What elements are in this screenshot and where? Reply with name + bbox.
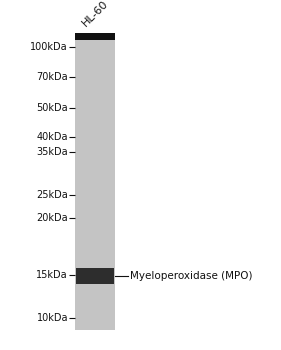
- Text: 15kDa: 15kDa: [36, 270, 68, 280]
- Text: 50kDa: 50kDa: [36, 103, 68, 113]
- Text: 70kDa: 70kDa: [36, 72, 68, 82]
- Bar: [76, 268, 114, 284]
- Text: 35kDa: 35kDa: [36, 147, 68, 157]
- Text: 10kDa: 10kDa: [37, 313, 68, 323]
- Text: 25kDa: 25kDa: [36, 190, 68, 200]
- Bar: [75, 33, 115, 40]
- Text: 40kDa: 40kDa: [37, 132, 68, 142]
- Bar: [75, 38, 115, 330]
- Text: 20kDa: 20kDa: [36, 213, 68, 223]
- Text: Myeloperoxidase (MPO): Myeloperoxidase (MPO): [130, 271, 253, 281]
- Text: 100kDa: 100kDa: [30, 42, 68, 52]
- Text: HL-60: HL-60: [80, 0, 110, 28]
